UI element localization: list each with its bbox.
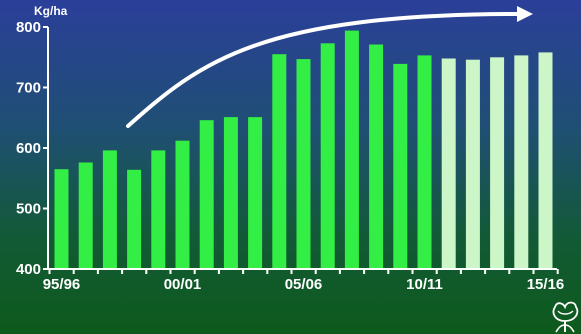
- trend-arrow-head: [517, 6, 533, 22]
- x-tick-label-05/06: 05/06: [285, 276, 323, 293]
- y-axis-unit-label: Kg/ha: [34, 4, 68, 18]
- x-tick-labels: 95/96 00/01 05/06 10/11 15/16: [43, 276, 565, 293]
- bars-group: [54, 30, 553, 270]
- y-tick-label-700: 700: [16, 80, 41, 97]
- bar-97/98: [102, 150, 117, 269]
- bar-15/16: [538, 52, 553, 270]
- bar-96/97: [78, 162, 93, 269]
- axes-group: [43, 26, 559, 274]
- x-tick-label-15/16: 15/16: [527, 276, 565, 293]
- bar-04/05: [272, 54, 287, 270]
- cotton-boll-icon: [552, 301, 579, 333]
- y-tick-label-600: 600: [16, 140, 41, 157]
- bar-11/12: [441, 58, 456, 269]
- bar-12/13: [465, 59, 480, 270]
- bar-99/00: [151, 150, 166, 269]
- y-tick-labels: 400 500 600 700 800: [16, 19, 41, 278]
- bar-06/07: [320, 43, 335, 269]
- x-tick-label-95/96: 95/96: [43, 276, 81, 293]
- bar-00/01: [175, 140, 190, 269]
- bar-98/99: [127, 169, 142, 269]
- x-tick-label-00/01: 00/01: [164, 276, 202, 293]
- y-tick-label-500: 500: [16, 201, 41, 218]
- bar-14/15: [514, 55, 529, 270]
- bar-09/10: [393, 63, 408, 270]
- bar-13/14: [490, 57, 505, 270]
- bar-08/09: [369, 44, 384, 269]
- y-tick-label-800: 800: [16, 19, 41, 36]
- bar-07/08: [344, 30, 359, 269]
- bar-95/96: [54, 169, 69, 269]
- bar-10/11: [417, 55, 432, 270]
- trend-arrow: [126, 12, 522, 128]
- y-tick-label-400: 400: [16, 261, 41, 278]
- x-tick-label-10/11: 10/11: [406, 276, 443, 293]
- bar-03/04: [248, 117, 263, 269]
- bar-05/06: [296, 59, 311, 269]
- bar-01/02: [199, 120, 214, 269]
- bar-02/03: [223, 117, 238, 269]
